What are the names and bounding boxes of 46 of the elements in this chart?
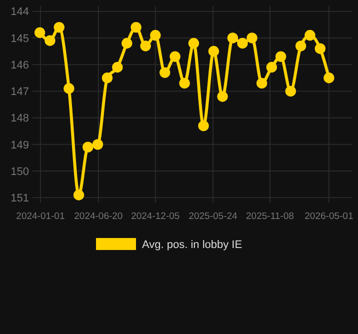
point — [314, 43, 326, 54]
point — [112, 62, 123, 73]
point — [285, 86, 296, 97]
point — [54, 22, 64, 33]
point — [256, 78, 268, 89]
point — [34, 27, 46, 38]
y-tick-label: 148 — [10, 112, 29, 125]
x-tick-label: 2025-11-08 — [246, 211, 294, 222]
point — [130, 22, 142, 33]
x-tick-label: 2024-06-20 — [74, 211, 123, 222]
x-tick-label: 2024-12-05 — [131, 211, 180, 222]
y-tick-label: 147 — [10, 86, 29, 98]
x-tick-label: 2025-05-24 — [188, 211, 238, 222]
point — [198, 120, 209, 132]
point — [64, 83, 74, 94]
point — [92, 139, 104, 150]
point — [82, 142, 94, 152]
point — [179, 78, 190, 89]
x-tick-label: 2026-05-01 — [304, 211, 354, 222]
point — [122, 38, 132, 49]
point — [324, 72, 334, 84]
y-tick-label: 151 — [10, 192, 29, 205]
point — [266, 62, 278, 73]
point — [275, 51, 286, 62]
point — [73, 190, 84, 200]
y-tick-label: 149 — [10, 139, 29, 152]
point — [170, 51, 180, 62]
point — [102, 72, 113, 84]
point — [160, 67, 170, 78]
point — [304, 30, 316, 41]
y-tick-label: 150 — [10, 166, 29, 178]
y-tick-label: 146 — [10, 59, 29, 72]
point — [208, 46, 220, 57]
point — [237, 38, 248, 49]
point — [295, 40, 306, 52]
point — [150, 30, 161, 41]
point — [217, 91, 228, 102]
legend-label: Avg. pos. in lobby IE — [142, 238, 242, 251]
point — [140, 40, 151, 52]
point — [44, 35, 56, 46]
point — [188, 38, 200, 49]
y-tick-label: 144 — [10, 6, 29, 18]
point — [246, 32, 258, 44]
y-tick-label: 145 — [10, 32, 29, 45]
x-tick-label: 2024-01-01 — [16, 211, 65, 222]
point — [227, 32, 238, 44]
